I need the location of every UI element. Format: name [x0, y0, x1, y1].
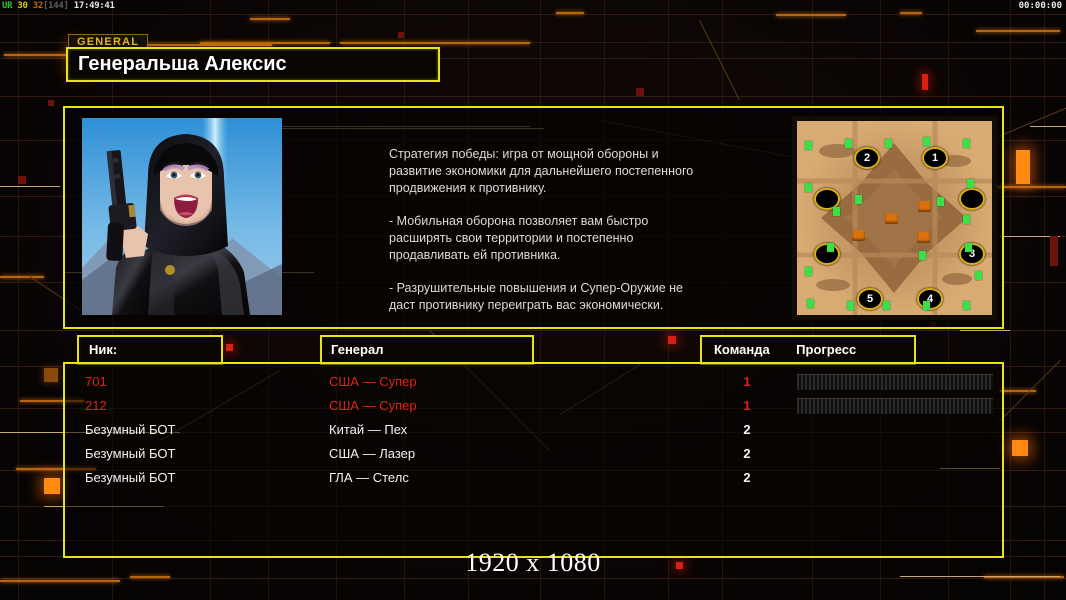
minimap-start-position[interactable] — [814, 188, 840, 210]
minimap-start-position[interactable]: 3 — [959, 243, 985, 265]
minimap-terrain: 2 1 3 5 4 — [797, 121, 992, 315]
minimap-supply-marker — [833, 207, 840, 216]
minimap-start-position[interactable]: 2 — [854, 147, 880, 169]
description-paragraph-1: Стратегия победы: игра от мощной обороны… — [389, 147, 694, 195]
minimap-supply-marker — [919, 251, 926, 260]
row-nickname: 701 — [85, 374, 107, 389]
row-progress-bar — [797, 398, 993, 414]
header-nick: Ник: — [77, 335, 223, 365]
debug-prefix: UR — [2, 1, 13, 11]
table-row[interactable]: 212 США — Супер 1 — [65, 394, 1002, 418]
page-title: Генеральша Алексис — [78, 53, 287, 75]
header-general-label: Генерал — [331, 342, 384, 357]
minimap-supply-marker — [855, 195, 862, 204]
header-progress-label: Прогресс — [796, 342, 857, 357]
row-team: 1 — [743, 374, 751, 389]
minimap-oil-derrick — [885, 213, 898, 224]
description-paragraph-2: - Мобильная оборона позволяет вам быстро… — [389, 214, 649, 262]
minimap-supply-marker — [847, 301, 854, 310]
minimap-supply-marker — [937, 197, 944, 206]
table-row[interactable]: Безумный БОТ Китай — Пех 2 — [65, 418, 1002, 442]
row-team: 2 — [743, 446, 751, 461]
minimap-supply-marker — [963, 139, 970, 148]
minimap-supply-marker — [965, 243, 972, 252]
minimap-start-position[interactable]: 1 — [922, 147, 948, 169]
row-general: США — Супер — [329, 374, 417, 389]
minimap-supply-marker — [827, 243, 834, 252]
debug-overlay-text: UR 30 32[144] 17:49:41 — [2, 0, 115, 12]
match-clock: 00:00:00 — [1018, 1, 1062, 11]
row-nickname: Безумный БОТ — [85, 470, 176, 485]
row-nickname: 212 — [85, 398, 107, 413]
debug-fps: 30 — [17, 1, 28, 11]
header-team-label: Команда — [714, 342, 770, 357]
minimap-supply-marker — [975, 271, 982, 280]
general-tab-label: GENERAL — [68, 34, 149, 51]
table-row[interactable]: Безумный БОТ ГЛА — Стелс 2 — [65, 466, 1002, 490]
minimap-start-position[interactable]: 4 — [917, 288, 943, 310]
player-list-panel: 701 США — Супер 1 212 США — Супер 1 Безумный Б… — [63, 362, 1004, 558]
minimap-supply-marker — [805, 267, 812, 276]
minimap-oil-derrick — [852, 230, 865, 241]
top-status-bar: UR 30 32[144] 17:49:41 00:00:00 — [0, 0, 1066, 12]
row-team: 2 — [743, 422, 751, 437]
debug-bracket: [144] — [43, 1, 69, 11]
minimap-supply-marker — [805, 141, 812, 150]
row-general: ГЛА — Стелс — [329, 470, 409, 485]
general-alexis-portrait — [82, 118, 282, 315]
row-general: США — Лазер — [329, 446, 416, 461]
row-team: 1 — [743, 398, 751, 413]
minimap-supply-marker — [805, 183, 812, 192]
minimap-start-position[interactable]: 5 — [857, 288, 883, 310]
table-row[interactable]: Безумный БОТ США — Лазер 2 — [65, 442, 1002, 466]
minimap-supply-marker — [885, 139, 892, 148]
header-team-progress: Команда Прогресс — [700, 335, 916, 365]
description-paragraph-3: - Разрушительные повышения и Супер-Оружи… — [389, 281, 683, 312]
minimap-supply-marker — [883, 301, 890, 310]
row-nickname: Безумный БОТ — [85, 422, 176, 437]
debug-fps-alt: 32 — [32, 1, 44, 11]
header-general: Генерал — [320, 335, 534, 365]
row-general: США — Супер — [329, 398, 417, 413]
resolution-label: 1920 x 1080 — [465, 548, 601, 577]
strategy-description: Стратегия победы: игра от мощной обороны… — [389, 146, 709, 314]
minimap-oil-derrick — [917, 232, 930, 243]
general-name-box[interactable]: Генеральша Алексис — [66, 47, 440, 82]
minimap-supply-marker — [845, 139, 852, 148]
row-team: 2 — [743, 470, 751, 485]
row-progress-bar — [797, 374, 993, 390]
minimap-start-position[interactable] — [959, 188, 985, 210]
minimap-supply-marker — [923, 137, 930, 146]
minimap-supply-marker — [807, 299, 814, 308]
match-minimap[interactable]: 2 1 3 5 4 — [792, 116, 997, 320]
row-general: Китай — Пех — [329, 422, 408, 437]
header-nick-label: Ник: — [89, 342, 118, 357]
minimap-supply-marker — [967, 179, 974, 188]
row-nickname: Безумный БОТ — [85, 446, 176, 461]
table-row[interactable]: 701 США — Супер 1 — [65, 370, 1002, 394]
minimap-supply-marker — [963, 215, 970, 224]
minimap-oil-derrick — [918, 201, 931, 212]
minimap-supply-marker — [963, 301, 970, 310]
minimap-supply-marker — [923, 301, 930, 310]
general-info-panel: Стратегия победы: игра от мощной обороны… — [63, 106, 1004, 329]
debug-time: 17:49:41 — [73, 1, 115, 11]
